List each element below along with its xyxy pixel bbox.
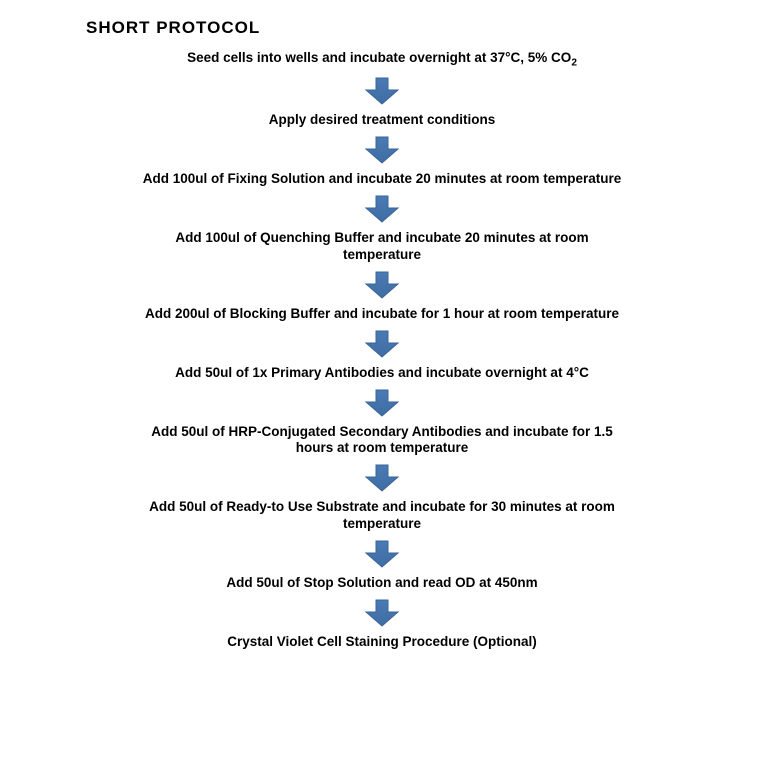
down-arrow-icon: [364, 388, 400, 418]
down-arrow-icon: [364, 76, 400, 106]
down-arrow-icon: [364, 463, 400, 493]
down-arrow-icon: [364, 539, 400, 569]
flow-step: Add 100ul of Quenching Buffer and incuba…: [175, 230, 588, 264]
flow-step: Add 50ul of Ready-to Use Substrate and i…: [149, 499, 615, 533]
down-arrow-icon: [364, 135, 400, 165]
protocol-title: SHORT PROTOCOL: [86, 18, 724, 38]
flow-step: Add 50ul of Stop Solution and read OD at…: [226, 575, 537, 592]
flow-step: Seed cells into wells and incubate overn…: [187, 50, 577, 70]
page: SHORT PROTOCOL Seed cells into wells and…: [0, 0, 764, 651]
down-arrow-icon: [364, 329, 400, 359]
down-arrow-icon: [364, 270, 400, 300]
down-arrow-icon: [364, 598, 400, 628]
flow-step: Apply desired treatment conditions: [269, 112, 496, 129]
flow-step: Crystal Violet Cell Staining Procedure (…: [227, 634, 537, 651]
down-arrow-icon: [364, 194, 400, 224]
flow-step: Add 50ul of HRP-Conjugated Secondary Ant…: [151, 424, 613, 458]
flow-step: Add 200ul of Blocking Buffer and incubat…: [145, 306, 619, 323]
flow-step: Add 50ul of 1x Primary Antibodies and in…: [175, 365, 589, 382]
protocol-flowchart: Seed cells into wells and incubate overn…: [40, 50, 724, 651]
flow-step: Add 100ul of Fixing Solution and incubat…: [143, 171, 622, 188]
